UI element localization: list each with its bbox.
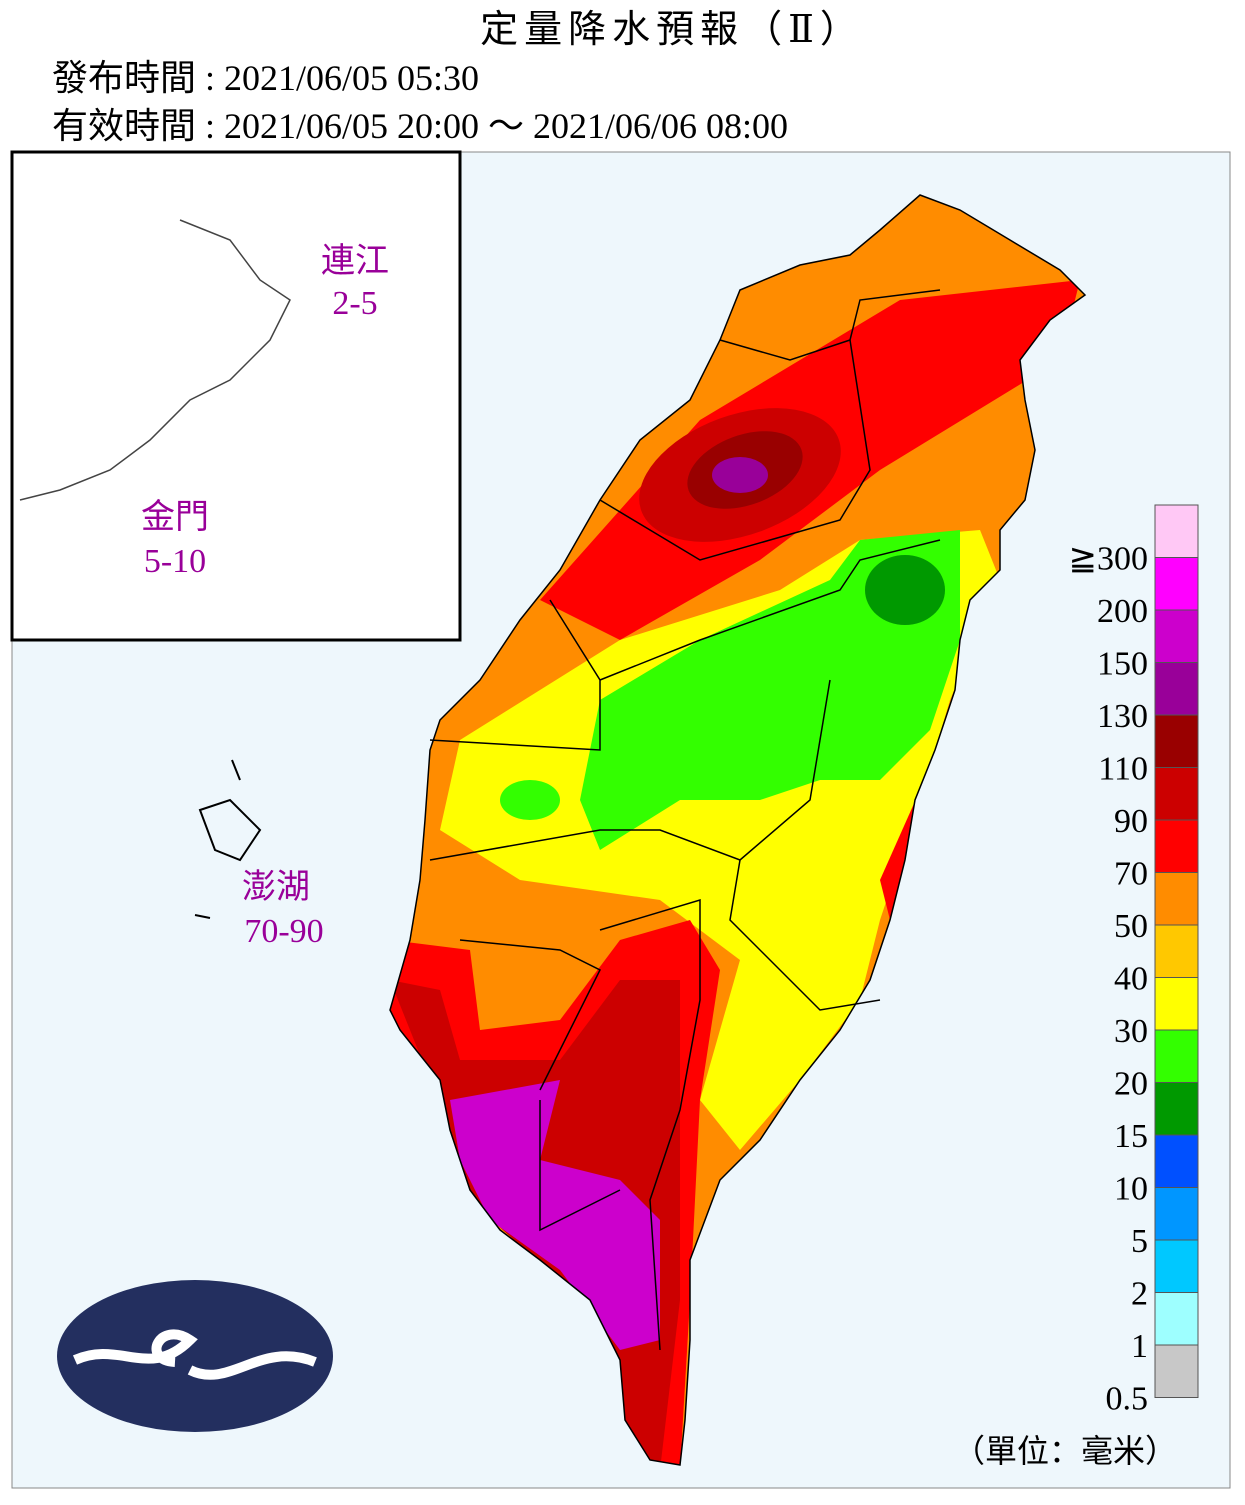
county-borders <box>429 289 941 1351</box>
title: 定量降水預報（Ⅱ） <box>480 9 864 51</box>
legend-label: 90 <box>1114 803 1148 840</box>
island-name: 金門 <box>141 498 209 536</box>
legend-label: 10 <box>1114 1171 1148 1208</box>
legend-swatch <box>1154 1134 1199 1188</box>
unit: （單位：毫米） <box>953 1433 1177 1469</box>
legend-swatch <box>1154 767 1199 821</box>
legend-label: ≧300 <box>1069 541 1149 578</box>
legend-swatch <box>1154 1239 1199 1293</box>
legend-swatch <box>1154 609 1199 663</box>
legend-swatch <box>1154 662 1199 716</box>
legend-swatch <box>1154 714 1199 768</box>
legend-swatch <box>1154 1292 1199 1346</box>
legend-swatch <box>1154 872 1199 926</box>
coastline <box>389 194 1087 1466</box>
logo-mark <box>72 1329 317 1380</box>
legend-swatch <box>1154 924 1199 978</box>
island-range: 2-5 <box>332 285 377 322</box>
logo <box>57 1280 333 1432</box>
legend-label: 200 <box>1097 593 1148 630</box>
legend-label: 5 <box>1131 1223 1148 1260</box>
legend-label: 1 <box>1131 1328 1148 1365</box>
legend-swatch <box>1154 1187 1199 1241</box>
legend-swatch <box>1154 819 1199 873</box>
legend-swatch <box>1154 1344 1199 1398</box>
inset-coastline <box>19 219 291 501</box>
island-name: 連江 <box>321 242 389 280</box>
legend-label: 50 <box>1114 908 1148 945</box>
issued-time: 發布時間 : 2021/06/05 05:30 <box>52 58 479 98</box>
legend-label: 110 <box>1098 751 1148 788</box>
legend-label: 20 <box>1114 1066 1148 1103</box>
inset-box <box>10 150 462 642</box>
legend-swatch <box>1154 504 1199 558</box>
legend-label: 30 <box>1114 1013 1148 1050</box>
legend-label: 15 <box>1114 1118 1148 1155</box>
penghu-islands <box>194 759 262 919</box>
island-range: 5-10 <box>144 543 206 580</box>
valid-time: 有效時間 : 2021/06/05 20:00 ～ 2021/06/06 08:… <box>52 106 788 146</box>
island-range: 70-90 <box>244 913 323 950</box>
island-name: 澎湖 <box>242 868 310 906</box>
legend-label: 0.5 <box>1106 1381 1149 1418</box>
legend-label: 70 <box>1114 856 1148 893</box>
legend-swatch <box>1154 1082 1199 1136</box>
legend-label: 130 <box>1097 698 1148 735</box>
legend-label: 40 <box>1114 961 1148 998</box>
legend: ≧300 200 150 130 110 90 70 50 40 30 20 15 10 5 2 1 0.5 <box>1069 504 1199 1418</box>
legend-swatch <box>1154 1029 1199 1083</box>
legend-label: 150 <box>1097 646 1148 683</box>
legend-label: 2 <box>1131 1276 1148 1313</box>
legend-swatch <box>1154 977 1199 1031</box>
legend-swatch <box>1154 557 1199 611</box>
